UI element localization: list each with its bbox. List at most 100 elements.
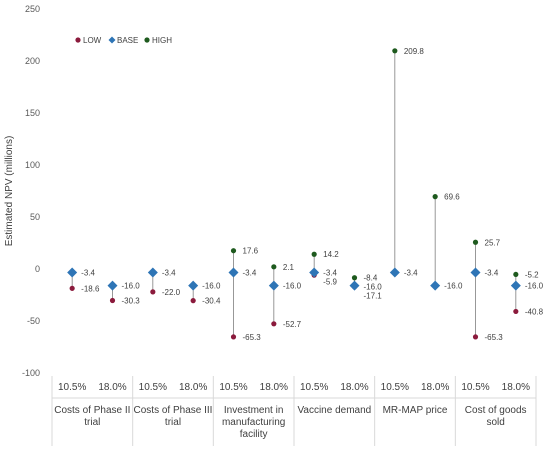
high-point: [392, 48, 398, 54]
legend-label-base: BASE: [117, 36, 138, 45]
category-label-line: facility: [239, 429, 268, 440]
category-label-line: trial: [164, 417, 182, 428]
data-label: -65.3: [243, 333, 262, 342]
legend-label-high: HIGH: [152, 36, 172, 45]
y-axis: -100 -50 0 50 100 150 200 250: [22, 4, 40, 378]
legend-label-low: LOW: [83, 36, 102, 45]
low-point: [109, 297, 116, 304]
rate-label: 10.5%: [380, 382, 409, 393]
y-tick-label: 200: [25, 56, 40, 66]
category-label-line: Vaccine demand: [297, 405, 372, 416]
data-label: -3.4: [323, 269, 337, 278]
category-table: [51, 376, 537, 446]
low-point: [150, 289, 156, 295]
data-label: -3.4: [404, 269, 418, 278]
y-tick-label: 0: [35, 264, 40, 274]
y-tick-label: 150: [25, 108, 40, 118]
base-point: [510, 280, 521, 291]
data-label: -65.3: [485, 333, 504, 342]
category-label-line: Costs of Phase II: [54, 405, 131, 416]
rate-label: 10.5%: [219, 382, 248, 393]
low-point: [190, 298, 196, 304]
rate-label: 10.5%: [138, 382, 167, 393]
base-point: [107, 280, 118, 291]
high-point: [472, 239, 479, 245]
data-label: -30.4: [202, 297, 221, 306]
rate-label: 18.0%: [178, 382, 208, 393]
category-label: Costs of Phase III trial: [133, 405, 214, 429]
data-label: -3.4: [162, 269, 176, 278]
data-label: -16.0: [444, 282, 463, 291]
rate-label: 18.0%: [259, 382, 288, 393]
data-label: -16.0: [525, 282, 544, 291]
data-label: -30.3: [122, 297, 141, 306]
category-label-line: trial: [84, 417, 101, 428]
data-label: -17.1: [364, 292, 383, 301]
high-point: [230, 248, 237, 254]
base-point: [228, 267, 239, 278]
low-point: [513, 308, 519, 315]
data-label: -16.0: [283, 282, 302, 291]
base-point: [67, 267, 78, 278]
low-point: [230, 334, 237, 340]
data-label: 25.7: [485, 238, 501, 247]
base-point: [188, 280, 199, 291]
high-point: [311, 251, 317, 257]
y-axis-label: Estimated NPV (millions): [4, 136, 15, 247]
rate-label: 18.0%: [98, 382, 127, 393]
category-label-line: sold: [486, 417, 505, 428]
low-point: [472, 334, 479, 340]
category-label: Costs of Phase II trial: [52, 405, 133, 429]
data-label: -22.0: [162, 288, 181, 297]
legend-marker-low: [75, 37, 81, 43]
category-label: Cost of goods sold: [455, 405, 536, 429]
base-point: [268, 280, 279, 291]
high-point: [351, 275, 358, 281]
base-point: [349, 280, 360, 291]
category-label-line: manufacturing: [221, 417, 286, 428]
data-label: -8.4: [364, 274, 378, 283]
data-label: -3.4: [485, 269, 499, 278]
legend-marker-base: [108, 36, 116, 44]
base-point: [430, 280, 441, 291]
legend: LOW BASE HIGH: [75, 36, 172, 45]
data-label: -5.2: [525, 270, 539, 279]
high-point: [513, 271, 519, 278]
data-label: -5.9: [323, 278, 337, 287]
low-point: [271, 321, 277, 327]
data-label: 14.2: [323, 250, 339, 259]
data-label: -3.4: [243, 269, 257, 278]
y-tick-label: -50: [27, 316, 40, 326]
base-point: [389, 267, 400, 278]
data-label: -18.6: [81, 284, 100, 293]
base-point: [147, 267, 158, 278]
category-label-line: Costs of Phase III: [133, 405, 213, 416]
data-label: 17.6: [243, 247, 259, 256]
category-label-line: Cost of goods: [464, 405, 527, 416]
data-label: -3.4: [81, 269, 95, 278]
data-label: 2.1: [283, 263, 295, 272]
high-point: [271, 264, 277, 270]
base-point: [309, 267, 320, 278]
category-label: Investment in manufacturing facility: [213, 405, 294, 441]
rate-label: 10.5%: [57, 382, 87, 393]
rate-label: 18.0%: [501, 382, 530, 393]
base-point: [470, 267, 481, 278]
rate-label: 10.5%: [299, 382, 329, 393]
rate-label: 10.5%: [461, 382, 490, 393]
data-label: -16.0: [364, 283, 383, 292]
category-label: MR-MAP price: [375, 405, 456, 417]
plot-area: -3.4 -18.6 -16.0 -30.3 -3.4 -22.0 -16.0 -30.4 17…: [67, 47, 544, 342]
category-label: Vaccine demand: [294, 405, 375, 417]
y-tick-label: 50: [30, 212, 40, 222]
y-tick-label: -100: [22, 368, 40, 378]
data-label: 69.6: [444, 193, 460, 202]
data-label: -52.7: [283, 320, 302, 329]
data-label: -16.0: [202, 282, 221, 291]
high-point: [432, 194, 438, 200]
low-point: [69, 285, 75, 291]
rate-label: 18.0%: [420, 382, 450, 393]
category-label-line: Investment in: [223, 405, 284, 416]
y-tick-label: 100: [25, 160, 40, 170]
